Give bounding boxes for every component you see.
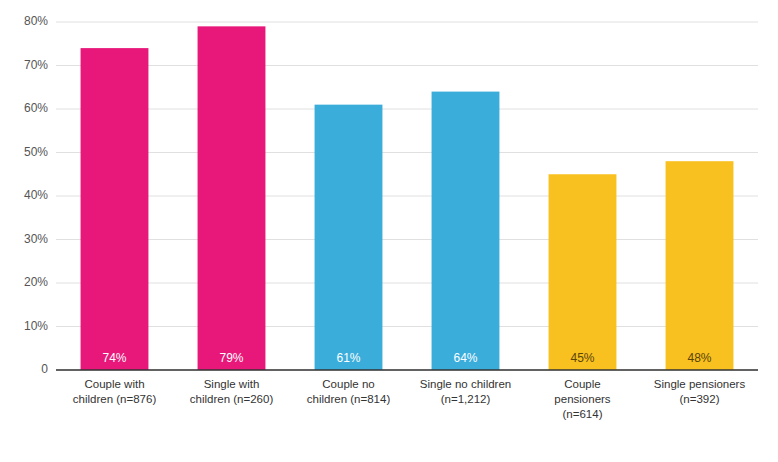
bar — [198, 26, 266, 370]
grid-line — [56, 65, 758, 66]
y-tick-label: 50% — [24, 145, 48, 159]
data-label: 74% — [102, 351, 126, 365]
bar — [432, 92, 500, 370]
chart-container: 0 10% 20% 30% 40% 50% 60% 70% 80% 74% 79% 61% 64% 45%… — [0, 0, 778, 462]
data-label: 61% — [336, 351, 360, 365]
grid-line — [56, 196, 758, 197]
grid-line — [56, 22, 758, 23]
x-axis: Couple withchildren (n=876) Single withch… — [73, 378, 746, 420]
grid-line — [56, 239, 758, 240]
y-tick-label: 20% — [24, 275, 48, 289]
x-tick-label: Single withchildren (n=260) — [190, 378, 274, 405]
bar — [549, 174, 617, 370]
y-tick-label: 0 — [41, 362, 48, 376]
chart-svg: 0 10% 20% 30% 40% 50% 60% 70% 80% 74% 79% 61% 64% 45%… — [0, 0, 778, 462]
x-tick-label: Couple nochildren (n=814) — [307, 378, 391, 405]
x-tick-label: Couplepensioners(n=614) — [554, 378, 611, 420]
x-tick-label: Single pensioners(n=392) — [654, 378, 746, 405]
y-tick-label: 80% — [24, 14, 48, 28]
grid-line — [56, 152, 758, 153]
y-tick-label: 70% — [24, 58, 48, 72]
bar — [666, 161, 734, 370]
y-tick-label: 40% — [24, 188, 48, 202]
x-tick-label: Single no children(n=1,212) — [420, 378, 511, 405]
data-label: 45% — [570, 351, 594, 365]
x-tick-label: Couple withchildren (n=876) — [73, 378, 157, 405]
grid-line — [56, 283, 758, 284]
y-tick-label: 60% — [24, 101, 48, 115]
grid-line — [56, 109, 758, 110]
y-tick-label: 10% — [24, 319, 48, 333]
data-label: 48% — [687, 351, 711, 365]
grid — [56, 22, 758, 370]
bar — [81, 48, 149, 370]
x-axis-line — [56, 369, 758, 371]
y-axis: 0 10% 20% 30% 40% 50% 60% 70% 80% — [24, 14, 48, 376]
data-labels: 74% 79% 61% 64% 45% 48% — [102, 351, 711, 365]
y-tick-label: 30% — [24, 232, 48, 246]
grid-line — [56, 370, 758, 371]
data-label: 64% — [453, 351, 477, 365]
bar — [315, 105, 383, 370]
data-label: 79% — [219, 351, 243, 365]
bars — [81, 26, 734, 370]
grid-line — [56, 326, 758, 327]
